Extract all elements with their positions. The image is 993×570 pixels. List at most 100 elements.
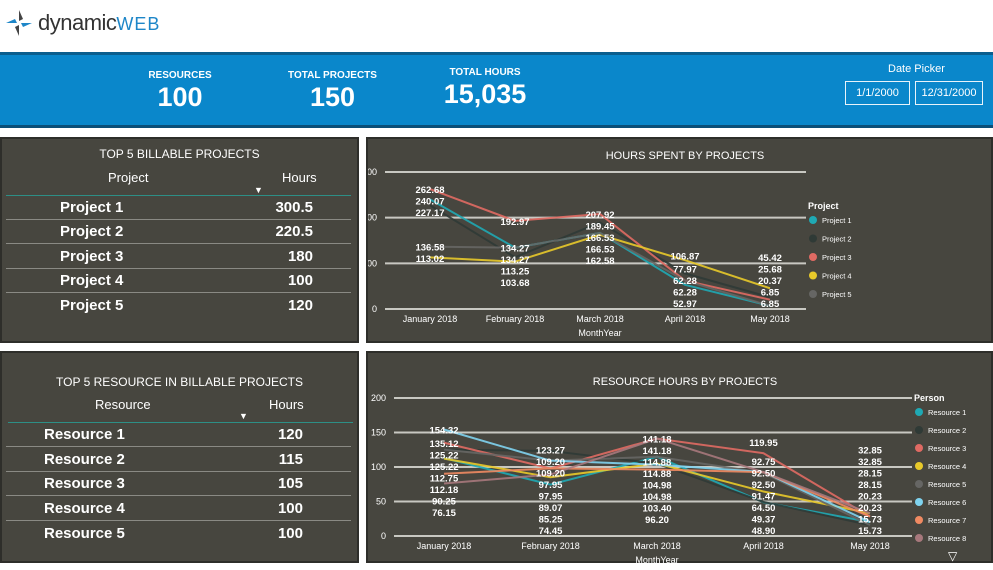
table-title: TOP 5 RESOURCE IN BILLABLE PROJECTS — [56, 375, 303, 389]
data-label: 141.18 — [642, 446, 671, 457]
data-label: 92.50 — [752, 480, 776, 491]
legend-item: Resource 4 — [928, 462, 966, 471]
legend-title: Project — [808, 201, 839, 211]
data-label: 85.25 — [539, 515, 563, 526]
x-tick-label: February 2018 — [521, 541, 580, 551]
x-tick-label: January 2018 — [403, 314, 458, 324]
column-header-resource[interactable]: Resource — [95, 397, 151, 412]
data-label: 112.75 — [430, 473, 459, 484]
table-row[interactable]: Resource 3 105 — [6, 472, 351, 496]
data-label: 92.50 — [752, 469, 776, 480]
data-label: 32.85 — [858, 446, 882, 457]
data-label: 97.95 — [539, 492, 563, 503]
legend-marker — [915, 426, 923, 434]
data-label: 112.18 — [430, 485, 459, 496]
header-divider — [8, 422, 353, 423]
table-row[interactable]: Project 3 180 — [6, 245, 351, 269]
table-row[interactable]: Resource 4 100 — [6, 497, 351, 521]
data-label: 20.37 — [758, 276, 782, 287]
column-header-hours[interactable]: Hours — [282, 170, 317, 185]
data-label: 119.95 — [749, 438, 778, 449]
data-label: 25.68 — [758, 265, 782, 276]
data-label: 6.85 — [761, 299, 780, 310]
chart-svg: RESOURCE HOURS BY PROJECTS 0 50 100 150 200 Ja… — [371, 376, 966, 565]
table-row[interactable]: Resource 1 120 — [6, 423, 351, 447]
series-line-resource-7 — [443, 467, 871, 518]
table-row[interactable]: Project 2 220.5 — [6, 220, 351, 244]
data-label: 192.97 — [500, 217, 529, 228]
data-label: 103.40 — [642, 504, 671, 515]
y-tick-label: 200 — [371, 393, 386, 403]
legend-title: Person — [914, 393, 945, 403]
header-divider — [6, 195, 351, 196]
table-row[interactable]: Resource 2 115 — [6, 448, 351, 472]
table-title: TOP 5 BILLABLE PROJECTS — [99, 147, 260, 161]
data-label: 74.45 — [539, 526, 563, 537]
data-label: 96.20 — [645, 515, 669, 526]
y-tick-label: 0 — [381, 531, 386, 541]
legend-marker — [915, 444, 923, 452]
date-picker-label: Date Picker — [888, 63, 945, 75]
top-projects-table: TOP 5 BILLABLE PROJECTS Project Hours ▼ … — [0, 137, 359, 343]
sort-desc-icon[interactable]: ▼ — [254, 185, 263, 195]
data-label: 15.73 — [858, 526, 882, 537]
x-tick-label: February 2018 — [486, 314, 545, 324]
sort-desc-icon[interactable]: ▼ — [239, 411, 248, 421]
legend-marker — [809, 271, 817, 280]
hours-by-projects-chart: HOURS SPENT BY PROJECTS 0 100 200 300 January… — [362, 137, 993, 343]
end-date-input[interactable]: 12/31/2000 — [915, 81, 983, 105]
kpi-band: RESOURCES 100 TOTAL PROJECTS 150 TOTAL HOU… — [0, 52, 993, 128]
data-label: 240.07 — [415, 197, 444, 208]
data-label: 114.88 — [643, 469, 672, 480]
table-row[interactable]: Resource 5 100 — [44, 524, 303, 542]
data-label: 92.75 — [752, 457, 776, 468]
column-header-project[interactable]: Project — [108, 170, 149, 185]
legend-marker — [809, 253, 817, 261]
table-row[interactable]: Project 1 300.5 — [6, 196, 351, 220]
data-label: 104.98 — [642, 481, 671, 492]
table-row[interactable]: Project 5 120 — [60, 296, 313, 314]
x-tick-label: January 2018 — [417, 541, 472, 551]
data-label: 91.47 — [752, 492, 776, 503]
kpi-resources: RESOURCES 100 — [148, 70, 212, 112]
data-label: 154.32 — [429, 426, 458, 437]
x-axis-label: MonthYear — [635, 555, 678, 565]
data-label: 125.22 — [429, 462, 458, 473]
data-label: 64.50 — [752, 503, 776, 514]
data-label: 45.42 — [758, 253, 782, 264]
data-label: 89.07 — [539, 503, 563, 514]
logo-text: dynamicWEB — [38, 10, 161, 35]
data-label: 113.02 — [416, 254, 445, 265]
logo: dynamicWEB — [4, 8, 160, 38]
resource-hours-chart: RESOURCE HOURS BY PROJECTS 0 50 100 150 200 Ja… — [366, 351, 993, 565]
legend-item: Project 5 — [822, 290, 852, 299]
data-label: 28.15 — [858, 469, 882, 480]
data-label: 134.27 — [500, 255, 529, 266]
legend-scroll-down-icon[interactable]: ▽ — [948, 549, 958, 563]
data-label: 6.85 — [761, 288, 780, 299]
start-date-input[interactable]: 1/1/2000 — [845, 81, 910, 105]
table-row[interactable]: Project 4 100 — [6, 269, 351, 293]
data-label: 166.53 — [585, 245, 614, 256]
y-tick-label: 50 — [376, 497, 386, 507]
data-label: 136.58 — [415, 243, 444, 254]
legend-item: Resource 6 — [928, 498, 966, 507]
data-label: 162.58 — [585, 256, 614, 267]
kpi-total-projects: TOTAL PROJECTS 150 — [288, 70, 377, 112]
chart-title: RESOURCE HOURS BY PROJECTS — [593, 376, 777, 388]
x-tick-label: April 2018 — [665, 314, 706, 324]
y-tick-label: 100 — [368, 258, 377, 268]
data-label: 76.15 — [432, 508, 456, 519]
data-label: 97.95 — [539, 480, 563, 491]
data-label: 103.68 — [500, 278, 529, 289]
series-line-resource-8 — [443, 437, 871, 515]
series-line-project-3 — [429, 188, 771, 301]
legend-marker — [915, 534, 923, 542]
legend-marker — [915, 462, 923, 470]
column-header-hours[interactable]: Hours — [269, 397, 304, 412]
data-label: 109.20 — [536, 457, 565, 468]
x-tick-label: March 2018 — [633, 541, 681, 551]
series-line-resource-5 — [443, 448, 871, 527]
legend-item: Project 4 — [822, 272, 852, 281]
data-label: 32.85 — [858, 457, 882, 468]
